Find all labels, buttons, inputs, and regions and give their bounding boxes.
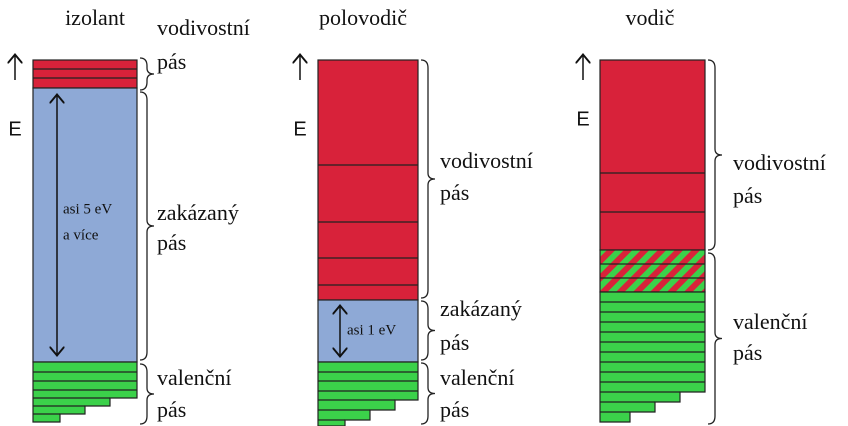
band-label: pás xyxy=(157,230,186,255)
band-label: valenční xyxy=(157,365,232,390)
shapes xyxy=(15,56,706,426)
shape xyxy=(32,59,138,89)
brace xyxy=(707,59,723,251)
brace xyxy=(707,252,723,425)
shape xyxy=(317,59,419,301)
band-label: pás xyxy=(157,397,186,422)
shape xyxy=(599,59,706,251)
band-label: pás xyxy=(157,49,186,74)
panel-title: izolant xyxy=(65,5,125,30)
brace xyxy=(139,363,155,425)
brace xyxy=(139,57,155,91)
panel-title: polovodič xyxy=(319,5,407,30)
brace xyxy=(139,91,155,361)
gap-note: a více xyxy=(63,227,99,243)
shape xyxy=(32,361,138,423)
band-label: valenční xyxy=(733,309,808,334)
brace xyxy=(420,362,436,425)
band-label: pás xyxy=(733,340,762,365)
gap-note: asi 1 eV xyxy=(347,322,396,338)
energy-label: E xyxy=(293,118,306,140)
band-label: zakázaný xyxy=(440,296,522,321)
band-label: valenční xyxy=(440,365,515,390)
gap-note: asi 5 eV xyxy=(63,201,112,217)
energy-label: E xyxy=(8,118,21,140)
band-label: pás xyxy=(440,330,469,355)
band-label: vodivostní xyxy=(733,150,826,175)
band-label: pás xyxy=(440,397,469,422)
band-label: vodivostní xyxy=(157,15,250,40)
band-label: pás xyxy=(733,183,762,208)
panel-title: vodič xyxy=(626,5,675,30)
brace xyxy=(420,300,436,361)
band-label: pás xyxy=(440,180,469,205)
band-label: zakázaný xyxy=(157,200,239,225)
shape xyxy=(32,87,138,363)
energy-label: E xyxy=(576,108,589,130)
band-label: vodivostní xyxy=(440,148,533,173)
shape xyxy=(599,249,706,293)
brace xyxy=(420,59,436,299)
